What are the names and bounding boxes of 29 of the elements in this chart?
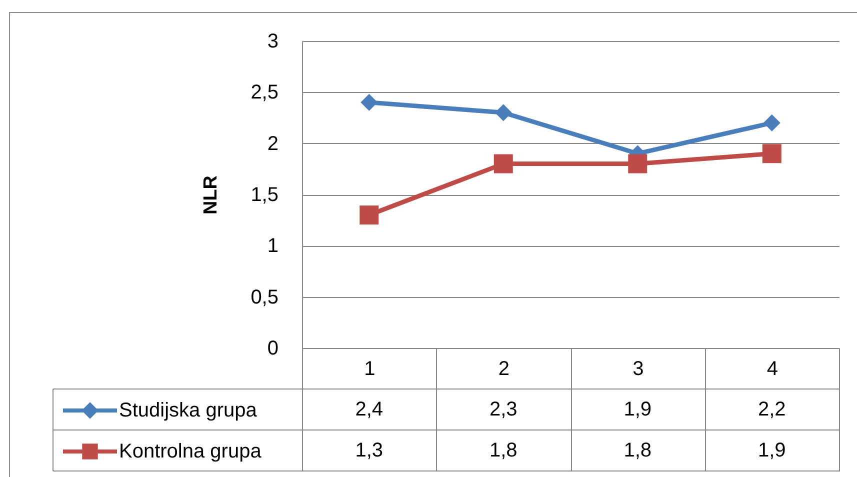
data-label: 2,2	[758, 398, 786, 420]
x-tick-label: 3	[632, 358, 644, 380]
y-tick-label: 1	[267, 235, 278, 258]
x-tick-label: 1	[364, 358, 376, 380]
point	[494, 154, 513, 174]
data-label: 2,4	[355, 398, 384, 420]
data-label: 1,8	[624, 440, 652, 462]
legend-label: Kontrolna grupa	[119, 440, 262, 462]
point	[762, 144, 782, 164]
point	[360, 205, 379, 224]
data-label: 2,3	[489, 398, 518, 420]
x-tick-label: 4	[766, 358, 778, 380]
point	[763, 114, 780, 132]
data-label: 1,9	[758, 440, 786, 462]
y-tick-label: 3	[267, 30, 278, 52]
point	[628, 154, 648, 174]
legend-label: Studijska grupa	[119, 400, 258, 422]
data-label: 1,3	[355, 440, 384, 462]
y-tick-label: 2	[267, 132, 278, 155]
data-label: 1,8	[489, 440, 518, 462]
x-tick-label: 2	[498, 358, 510, 380]
point	[360, 94, 378, 111]
data-label: 1,9	[624, 398, 652, 420]
y-tick-label: 0,5	[250, 286, 278, 308]
y-tick-label: 0	[267, 338, 278, 360]
y-tick-label: 1,5	[250, 184, 278, 206]
y-axis-title: NLR	[200, 175, 222, 215]
y-tick-label: 2,5	[250, 82, 278, 104]
point	[494, 104, 512, 122]
